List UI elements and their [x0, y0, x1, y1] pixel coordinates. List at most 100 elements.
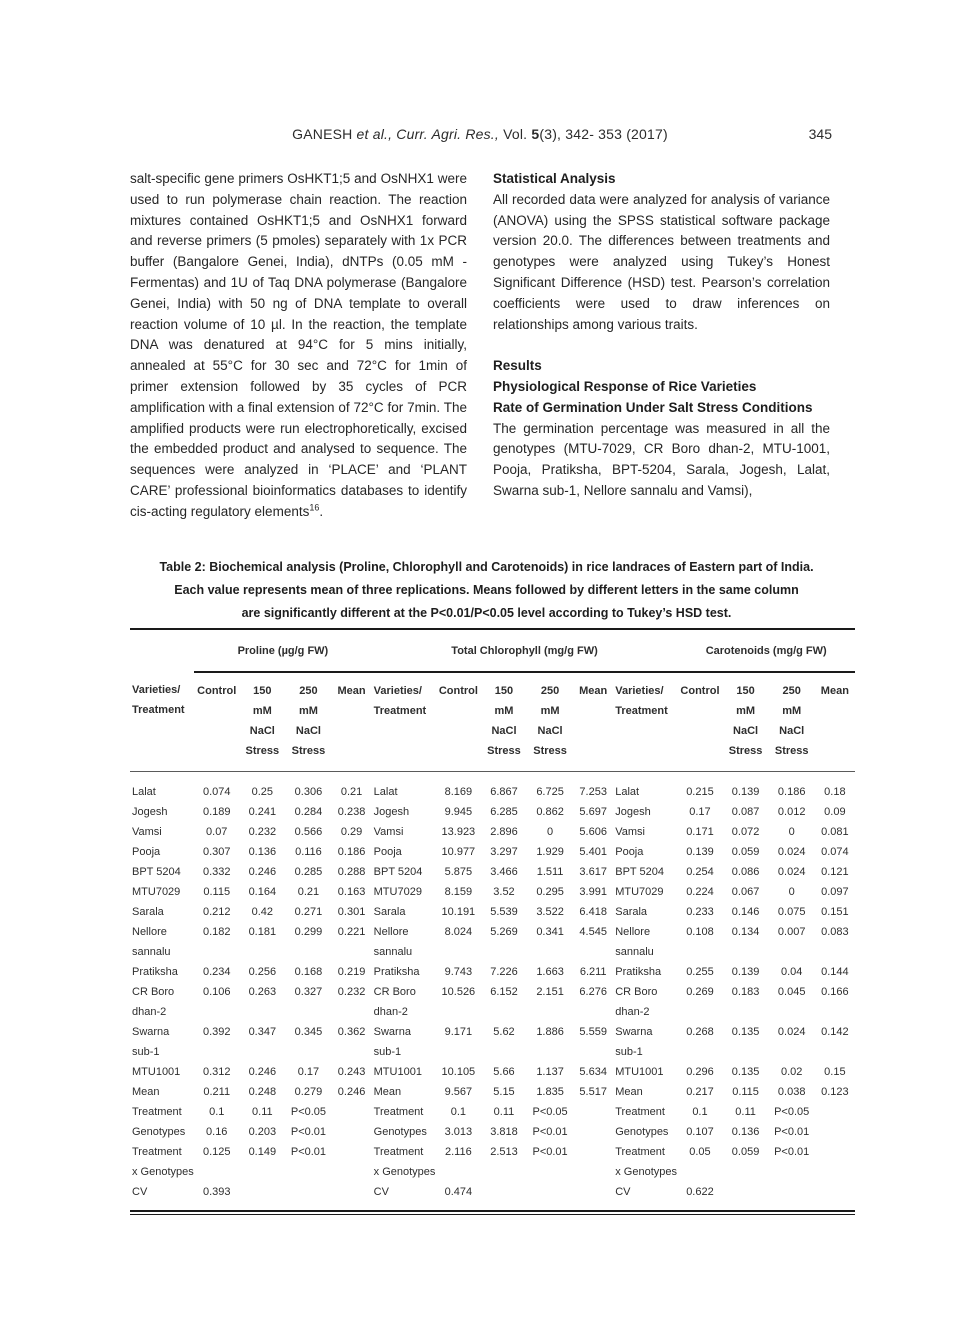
value-cell: 5.697 [579, 806, 607, 818]
value-cell: 0.243 [337, 1066, 366, 1078]
value-cell: 0.288 [337, 866, 366, 878]
value-cell [332, 1142, 372, 1182]
value-cell [723, 1182, 769, 1210]
variety-name-cell: Nellore sannalu [615, 926, 654, 958]
value-cell: 10.526 [441, 986, 476, 998]
table-row: Mean 0.211 0.248 0.279 0.246 Mean 9.567 5.15 1.8… [130, 1082, 855, 1102]
value-cell: 0.17 [297, 1066, 320, 1078]
left-column: salt-specific gene primers OsHKT1;5 and … [130, 169, 467, 523]
value-cell: 0.29 [340, 826, 363, 838]
value-cell: 7.226 [490, 966, 518, 978]
variety-name-cell: CR Boro dhan-2 [373, 986, 416, 1018]
value-cell: 10.191 [441, 906, 476, 918]
value-cell: 0.097 [821, 886, 849, 898]
value-cell: 0.295 [536, 886, 564, 898]
value-cell: 5.517 [579, 1086, 607, 1098]
value-cell: 0.149 [248, 1146, 277, 1158]
statistical-analysis-heading: Statistical Analysis [493, 171, 616, 186]
value-cell: 0.284 [294, 806, 323, 818]
variety-name-cell: Pooja [373, 846, 402, 858]
value-cell: 0.347 [248, 1026, 277, 1038]
value-cell: 0.166 [821, 986, 849, 998]
value-cell: 0.074 [821, 846, 849, 858]
col-header-250: 250 mM NaCl Stress [768, 672, 815, 772]
col-header-mean: Mean [573, 672, 614, 772]
value-cell [481, 1182, 527, 1210]
value-cell: 0.171 [686, 826, 714, 838]
variety-name-cell: Treatment [132, 1106, 182, 1118]
table-row: BPT 5204 0.332 0.246 0.285 0.288 BPT 5204 5.87… [130, 862, 855, 882]
value-cell: 0.393 [202, 1186, 231, 1198]
value-cell: 0.116 [295, 846, 322, 858]
value-cell: 0.241 [248, 806, 277, 818]
volume-suffix: (3), 342- 353 (2017) [539, 126, 668, 142]
table-caption-line: Each value represents mean of three repl… [174, 583, 799, 597]
value-cell [527, 1182, 573, 1210]
group-spacer [371, 629, 436, 673]
value-cell: 0.332 [202, 866, 231, 878]
table-2: Proline (µg/g FW) Total Chlorophyll (mg/… [130, 628, 855, 1210]
value-cell: 0.215 [686, 786, 714, 798]
methods-paragraph-text: salt-specific gene primers OsHKT1;5 and … [130, 171, 467, 519]
variety-name-cell: MTU1001 [132, 1066, 181, 1078]
variety-name-cell: Lalat [132, 786, 156, 798]
table-bottom-rule [130, 1210, 855, 1215]
value-cell: 6.152 [490, 986, 518, 998]
column-header-row: Varieties/ Treatment Control 150 mM NaCl… [130, 672, 855, 772]
value-cell: 0.081 [821, 826, 849, 838]
value-cell: 0.327 [294, 986, 323, 998]
value-cell: 0.246 [248, 1066, 277, 1078]
value-cell: P<0.01 [290, 1146, 327, 1158]
variety-name-cell: Jogesh [373, 806, 410, 818]
value-cell: 0.115 [732, 1086, 759, 1098]
variety-name-cell: Sarala [615, 906, 648, 918]
volume-number: 5 [531, 126, 540, 142]
variety-name-cell: Pooja [615, 846, 644, 858]
value-cell: 3.522 [536, 906, 564, 918]
variety-name-cell: Pratiksha [373, 966, 420, 978]
value-cell: 0.115 [203, 886, 231, 898]
variety-name-cell: Nellore sannalu [373, 926, 413, 958]
value-cell: 0.219 [337, 966, 366, 978]
biochemical-table: Proline (µg/g FW) Total Chlorophyll (mg/… [130, 628, 855, 1215]
value-cell: 0.622 [686, 1186, 714, 1198]
value-cell: 0.212 [202, 906, 231, 918]
value-cell: 6.418 [579, 906, 607, 918]
statistical-analysis-paragraph: All recorded data were analyzed for anal… [493, 191, 830, 332]
value-cell: 0.151 [821, 906, 849, 918]
value-cell: 6.285 [490, 806, 518, 818]
variety-name-cell: Mean [132, 1086, 160, 1098]
value-cell: P<0.01 [774, 1146, 810, 1158]
value-cell: 0.248 [248, 1086, 277, 1098]
variety-name-cell: MTU1001 [373, 1066, 422, 1078]
value-cell: 5.401 [579, 846, 607, 858]
variety-name-cell: MTU7029 [132, 886, 181, 898]
physiological-response-subheading: Physiological Response of Rice Varieties [493, 378, 757, 394]
value-cell: 0.232 [248, 826, 277, 838]
value-cell: 0.255 [686, 966, 714, 978]
value-cell: 3.52 [493, 886, 515, 898]
value-cell: 0.125 [202, 1146, 231, 1158]
value-cell: 0.246 [248, 866, 277, 878]
value-cell: 0.234 [202, 966, 231, 978]
variety-name-cell: Treatment [373, 1106, 424, 1118]
variety-name-cell: Mean [615, 1086, 643, 1098]
value-cell [815, 1102, 855, 1122]
value-cell: 0.02 [780, 1066, 803, 1078]
value-cell: 0.107 [686, 1126, 714, 1138]
value-cell [815, 1182, 855, 1210]
value-cell: 2.513 [490, 1146, 518, 1158]
value-cell: 0.279 [294, 1086, 323, 1098]
value-cell: P<0.05 [532, 1106, 568, 1118]
value-cell [285, 1182, 331, 1210]
value-cell: P<0.05 [774, 1106, 810, 1118]
value-cell: 0.341 [536, 926, 564, 938]
group-header-row: Proline (µg/g FW) Total Chlorophyll (mg/… [130, 629, 855, 673]
variety-name-cell: Treatment x Genotypes [132, 1146, 194, 1178]
variety-name-cell: CV [373, 1186, 389, 1198]
value-cell: 0.139 [686, 846, 714, 858]
value-cell: 0.087 [731, 806, 760, 818]
col-header-control: Control [435, 672, 481, 772]
variety-name-cell: Lalat [615, 786, 640, 798]
value-cell: 8.024 [444, 926, 473, 938]
